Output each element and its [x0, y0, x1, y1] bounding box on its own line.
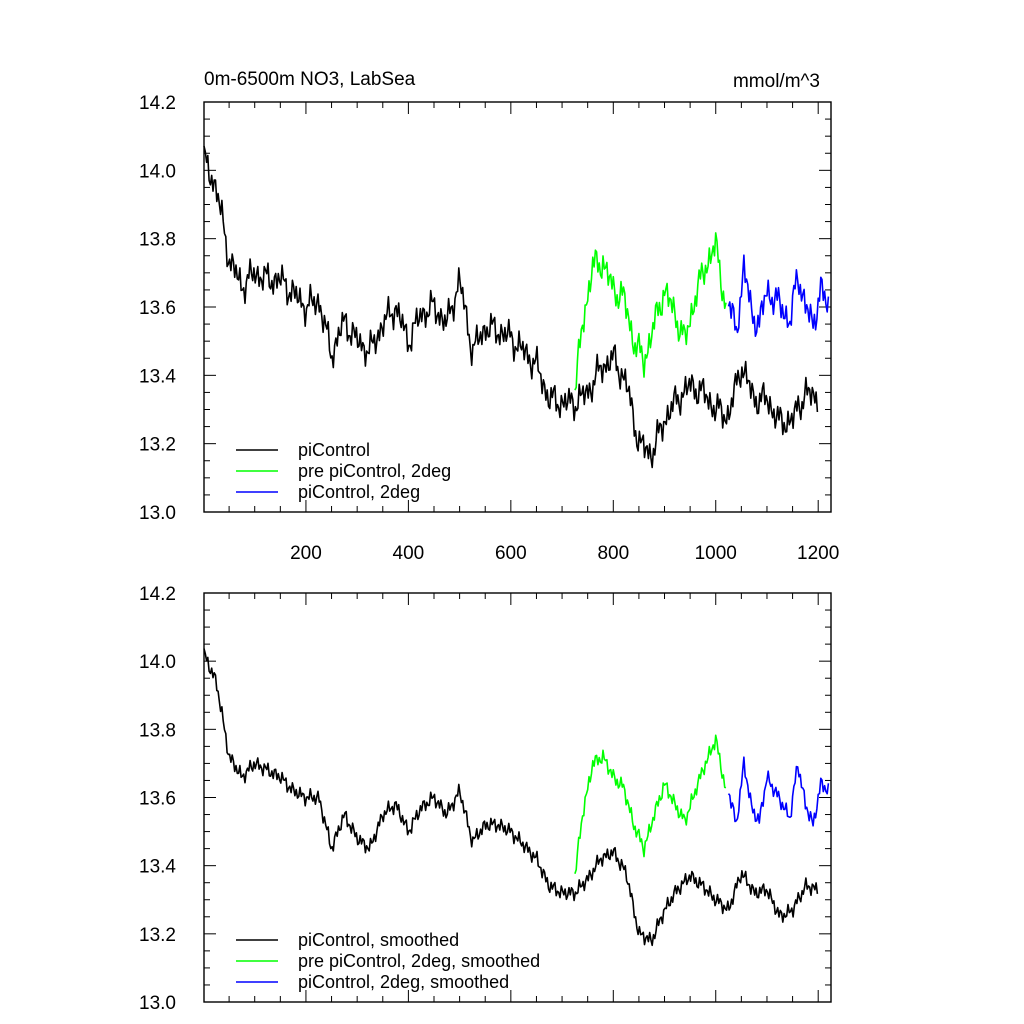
legend-label: piControl, 2deg, smoothed — [298, 972, 509, 992]
y-tick-label: 14.2 — [139, 93, 176, 114]
y-tick-label: 13.0 — [139, 503, 176, 524]
y-tick-label: 13.8 — [139, 720, 176, 741]
series-line-1 — [203, 145, 819, 469]
series-line-3 — [727, 254, 830, 338]
series-line-1 — [203, 648, 819, 947]
legend-label: piControl, 2deg — [298, 482, 420, 502]
x-tick-label: 800 — [597, 543, 629, 564]
y-tick-label: 14.0 — [139, 161, 176, 182]
series-line-2 — [574, 232, 727, 391]
series-line-3 — [727, 756, 830, 827]
bottom-panel: 13.0 13.2 13.4 13.6 13.8 14.0 14.2 piControl, s… — [139, 584, 832, 1014]
units-label: mmol/m^3 — [733, 71, 820, 92]
x-tick-label: 200 — [290, 543, 322, 564]
legend-label: piControl — [298, 440, 370, 460]
x-tick-label: 1200 — [797, 543, 839, 564]
chart-title: 0m-6500m NO3, LabSea — [204, 69, 416, 90]
y-tick-label: 13.6 — [139, 789, 176, 810]
y-tick-label: 13.4 — [139, 366, 176, 387]
x-tick-label: 1000 — [695, 543, 737, 564]
y-tick-label: 13.2 — [139, 435, 176, 456]
top-panel: 13.0 13.2 13.4 13.6 13.8 14.0 14.2 200 400 600 800… — [139, 93, 839, 564]
y-tick-label: 13.0 — [139, 993, 176, 1014]
legend-label: pre piControl, 2deg, smoothed — [298, 951, 540, 971]
y-tick-label: 13.2 — [139, 925, 176, 946]
y-tick-label: 13.8 — [139, 230, 176, 251]
y-tick-label: 13.4 — [139, 857, 176, 878]
legend-label: pre piControl, 2deg — [298, 461, 451, 481]
x-tick-label: 400 — [393, 543, 425, 564]
series-line-2 — [574, 734, 727, 874]
x-tick-label: 600 — [495, 543, 527, 564]
y-tick-label: 14.2 — [139, 584, 176, 605]
legend-label: piControl, smoothed — [298, 930, 459, 950]
y-tick-label: 14.0 — [139, 652, 176, 673]
y-tick-label: 13.6 — [139, 298, 176, 319]
